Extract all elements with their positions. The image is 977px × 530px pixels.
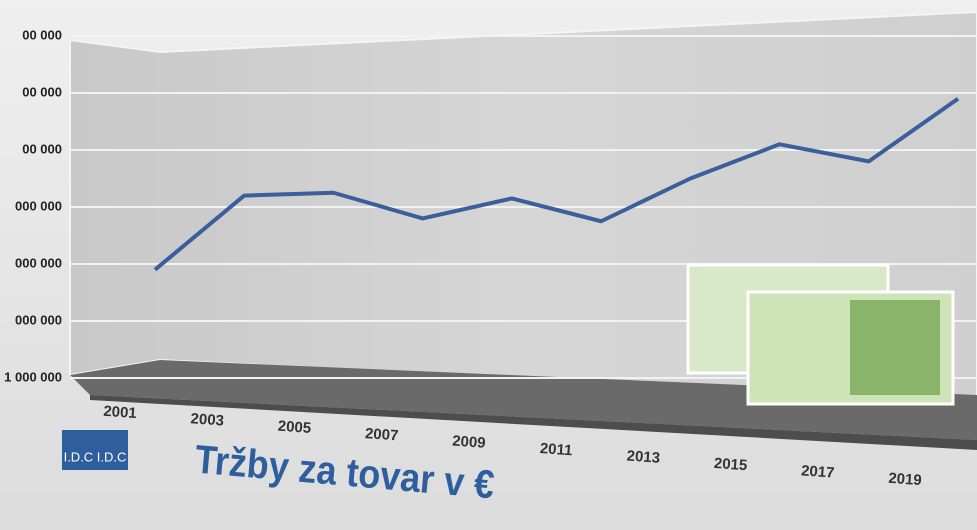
- x-tick-label: 2011: [539, 440, 573, 459]
- y-tick-label: 000 000: [15, 198, 62, 213]
- x-tick-label: 2007: [364, 425, 398, 444]
- y-tick-label: 00 000: [22, 141, 62, 156]
- x-tick-label: 2017: [801, 462, 835, 481]
- x-tick-label: 2005: [277, 418, 311, 437]
- y-tick-label: 00 000: [22, 84, 62, 99]
- banknote-art: [850, 300, 940, 395]
- x-tick-label: 2013: [626, 447, 660, 466]
- x-tick-label: 2001: [103, 403, 137, 422]
- logo: I.D.C I.D.C: [62, 430, 128, 470]
- x-tick-label: 2009: [452, 433, 486, 452]
- chart: I.D.C I.D.C Tržby za tovar v € 1 000 000…: [0, 0, 977, 530]
- y-tick-label: 00 000: [22, 27, 62, 42]
- logo-text: I.D.C I.D.C: [64, 449, 127, 464]
- x-tick-label: 2003: [190, 410, 224, 429]
- x-tick-label: 2015: [713, 455, 747, 474]
- x-tick-label: 2019: [888, 470, 922, 489]
- y-tick-label: 1 000 000: [4, 369, 62, 384]
- y-tick-label: 000 000: [15, 255, 62, 270]
- y-tick-label: 000 000: [15, 312, 62, 327]
